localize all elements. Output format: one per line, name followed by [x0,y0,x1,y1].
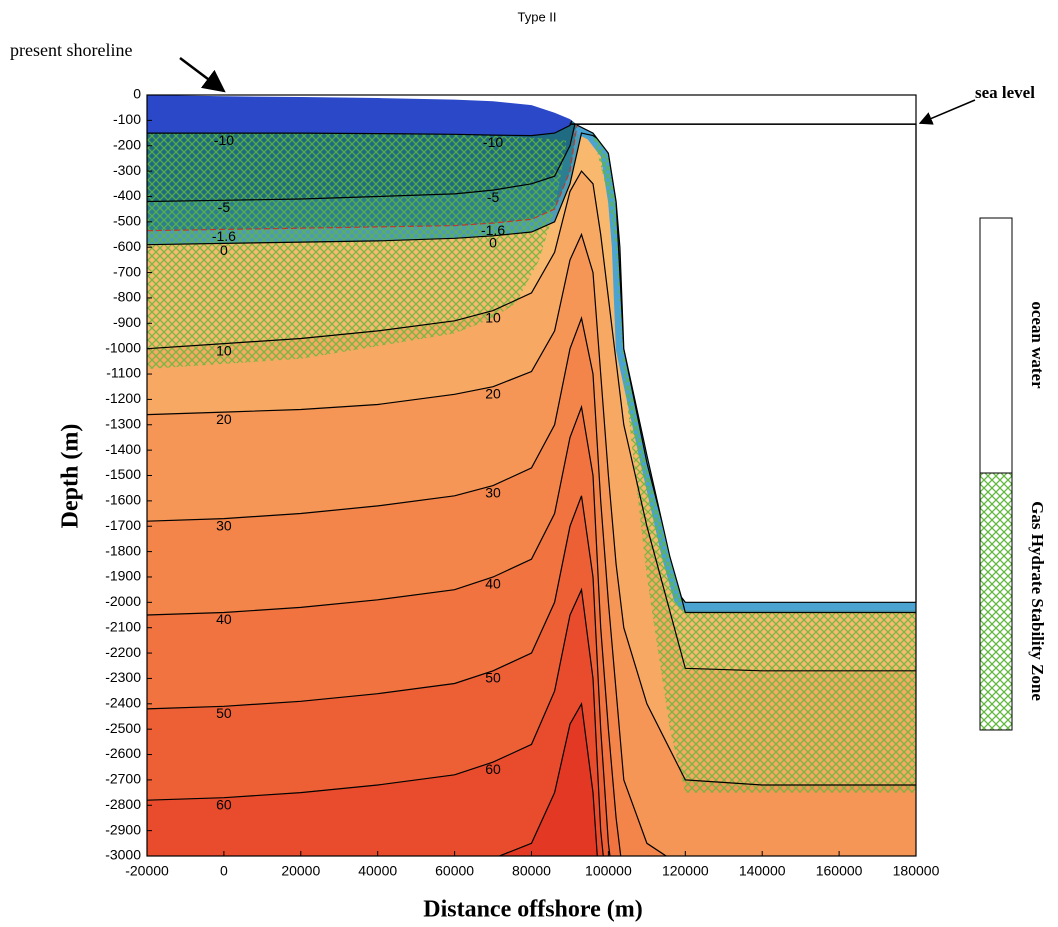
isotherm [147,701,916,856]
y-tick-label: -700 [113,263,141,279]
legend-swatch [979,472,1013,731]
isotherm-label: -10 [483,134,503,150]
x-tick-label: 40000 [358,863,397,879]
y-tick-label: -500 [113,213,141,229]
x-tick-label: 100000 [585,863,632,879]
isotherm-label: 30 [216,517,232,533]
y-tick-label: 0 [133,86,141,102]
isotherm [147,587,916,856]
y-tick-label: -2300 [105,669,141,685]
isotherm [147,132,916,614]
isotherm-label: 0 [220,242,228,258]
isotherm [147,95,916,137]
isotherm-label: -1.6 [481,222,505,238]
isotherm-label: 30 [485,484,501,500]
isotherm [147,232,916,786]
isotherm-label: 10 [216,342,232,358]
y-tick-label: -3000 [105,847,141,863]
y-tick-label: -600 [113,238,141,254]
y-tick-label: -1700 [105,517,141,533]
y-tick-label: -1100 [106,365,141,381]
y-tick-label: -1800 [105,542,141,558]
y-tick-label: -2600 [105,745,141,761]
y-tick-label: -1400 [105,441,141,457]
isotherm-label: -5 [218,199,231,215]
isotherm [147,95,916,203]
y-tick-label: -2100 [105,618,141,634]
x-tick-label: 140000 [739,863,786,879]
isotherm-label: 20 [485,385,501,401]
isotherm-label: 60 [485,761,501,777]
annotation: sea level [975,83,1035,102]
y-tick-label: -1600 [105,492,141,508]
chart-title: Type II [517,9,556,24]
y-tick-label: -800 [113,289,141,305]
x-tick-label: 60000 [435,863,474,879]
annotation-arrow [918,99,976,125]
isotherm-label: 20 [216,411,232,427]
isotherm [147,404,916,856]
x-tick-label: 180000 [893,863,940,879]
isotherm-label: 60 [216,796,232,812]
y-tick-label: -1900 [105,568,141,584]
y-tick-label: -1200 [105,390,141,406]
isotherm-label: 40 [485,576,501,592]
isotherm [147,95,916,232]
isotherm-label: -10 [214,132,234,148]
isotherm-label: -1.6 [212,228,236,244]
y-tick-label: -2800 [105,796,141,812]
y-tick-label: -2500 [105,720,141,736]
legend-swatch [979,217,1013,474]
x-tick-label: 160000 [816,863,863,879]
y-tick-label: -400 [113,187,141,203]
y-axis-label: Depth (m) [58,424,84,529]
y-tick-label: -1000 [105,339,141,355]
isotherm-label: -5 [487,189,500,205]
temperature-band [147,589,916,856]
isotherm-label: 50 [485,670,501,686]
x-tick-label: 0 [220,863,228,879]
x-axis-label: Distance offshore (m) [423,897,643,923]
isotherm [147,316,916,856]
annotation: present shoreline [10,40,132,60]
y-tick-label: -2200 [105,644,141,660]
isotherm [147,170,916,672]
annotation-arrow [179,57,226,93]
isotherm-label: 40 [216,611,232,627]
y-tick-label: -2000 [105,593,141,609]
y-tick-label: -1300 [105,415,141,431]
isotherm [147,495,916,856]
y-tick-label: -2400 [105,695,141,711]
x-tick-label: 20000 [281,863,320,879]
x-tick-label: -20000 [125,863,169,879]
x-tick-label: 80000 [512,863,551,879]
legend-label: Gas Hydrate Stability Zone [1028,501,1047,701]
legend-label: ocean water [1028,301,1047,389]
y-tick-label: -200 [113,136,141,152]
y-tick-label: -2700 [105,771,141,787]
isotherm-label: 50 [216,705,232,721]
hydrate-zone [147,133,567,369]
isotherm-label: 10 [485,309,501,325]
y-tick-label: -100 [113,111,141,127]
y-tick-label: -300 [113,162,141,178]
x-tick-label: 120000 [662,863,709,879]
y-tick-label: -900 [113,314,141,330]
y-tick-label: -2900 [105,821,141,837]
isotherm-label: 0 [489,234,497,250]
y-tick-label: -1500 [105,466,141,482]
overlay: 0-100-200-300-400-500-600-700-800-900-10… [10,40,1047,879]
